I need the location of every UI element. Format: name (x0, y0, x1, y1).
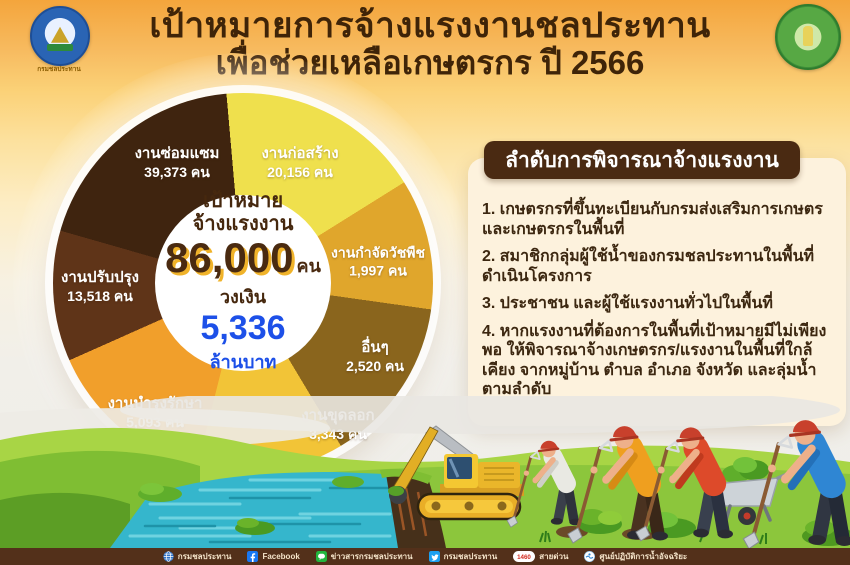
footer-line-news: ข่าวสารกรมชลประทาน (315, 550, 413, 563)
footer-website: กรมชลประทาน (163, 550, 231, 563)
worker-blue-shirt (742, 420, 850, 548)
segment-label-weed-removal: งานกำจัดวัชพืช 1,997 คน (331, 244, 425, 279)
segment-label-construction: งานก่อสร้าง 20,156 คน (261, 144, 339, 180)
svg-text:1460: 1460 (517, 554, 531, 561)
center-target-label: เป้าหมาย (202, 190, 284, 213)
worker-white-shirt (506, 440, 582, 528)
priority-panel-header: ลำดับการพิจารณาจ้างแรงงาน (484, 141, 800, 179)
title-line-1: เป้าหมายการจ้างแรงงานชลประทาน (149, 6, 711, 45)
pagoda-emblem-icon (51, 26, 69, 43)
footer-twitter: กรมชลประทาน (428, 550, 497, 563)
priority-item-2: 2. สมาชิกกลุ่มผู้ใช้น้ำของกรมชลประทานในพ… (482, 248, 815, 285)
wheelbarrow (712, 457, 796, 525)
budget-value: 5,336 (200, 309, 286, 348)
globe-icon (163, 551, 174, 562)
priority-item-1: 1. เกษตรกรที่ขึ้นทะเบียนกับกรมส่งเสริมกา… (482, 201, 823, 238)
segment-label-improvement: งานปรับปรุง 13,518 คน (60, 268, 140, 304)
hotline-1460-badge: 1460 (513, 551, 536, 562)
priority-item-4: 4. หากแรงงานที่ต้องการในพื้นที่เป้าหมายม… (482, 322, 827, 399)
footer-bar: กรมชลประทาน Facebook ข่าวสารกรมชลประทาน … (0, 548, 850, 565)
priority-panel: 1. เกษตรกรที่ขึ้นทะเบียนกับกรมส่งเสริมกา… (468, 158, 846, 426)
page-title: เป้าหมายการจ้างแรงงานชลประทาน เพื่อช่วยเ… (95, 6, 765, 82)
rid-seal-caption: กรมชลประทาน (37, 66, 81, 73)
field-illustration (0, 396, 850, 548)
footer-swoc: ศูนย์ปฏิบัติการน้ำอัจฉริยะ (584, 550, 687, 563)
segment-label-others: อื่นๆ 2,520 คน (346, 338, 404, 374)
rid-department-seal (30, 6, 90, 66)
pond (110, 472, 404, 548)
segment-label-repair: งานซ่อมแซม 39,373 คน (134, 144, 220, 180)
worker-orange-shirt (567, 426, 668, 544)
donut-center: เป้าหมาย จ้างแรงงาน 86,000 คน วงเงิน 5,33… (155, 190, 331, 372)
budget-label: วงเงิน (219, 287, 267, 308)
swoc-icon (584, 551, 596, 562)
worker-red-shirt (635, 427, 733, 542)
total-workers-value: 86,000 คน (165, 234, 321, 282)
facebook-icon (247, 551, 259, 562)
excavator (388, 425, 524, 521)
line-icon (315, 551, 327, 562)
footer-facebook: Facebook (247, 551, 300, 562)
priority-item-3: 3. ประชาชน และผู้ใช้แรงงานทั่วไปในพื้นที… (482, 295, 773, 313)
ministry-agriculture-seal (775, 4, 841, 70)
footer-hotline: 1460 สายด่วน (513, 550, 568, 563)
twitter-icon (428, 551, 440, 562)
